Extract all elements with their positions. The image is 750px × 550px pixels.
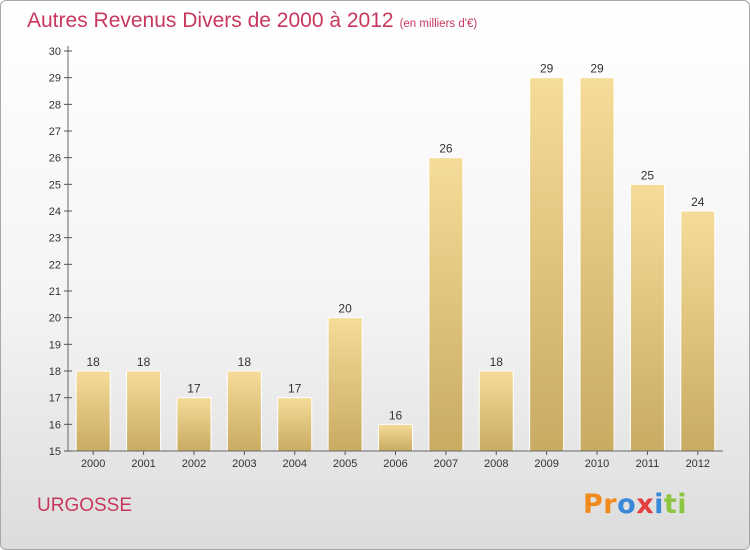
title-unit: (en milliers d'€) (399, 18, 478, 30)
bar-2001 (126, 370, 162, 452)
y-tick-label: 22 (49, 259, 61, 271)
x-tick-label: 2011 (636, 458, 660, 470)
data-label-2004: 17 (288, 382, 302, 396)
y-tick-label: 18 (49, 366, 61, 378)
data-label-2010: 29 (590, 62, 604, 76)
data-label-2008: 18 (490, 355, 504, 369)
bar-2003 (226, 370, 262, 452)
y-tick-label: 25 (49, 179, 61, 191)
bar-2005 (327, 317, 363, 452)
bar-2004 (277, 397, 313, 452)
x-tick-label: 2008 (484, 458, 508, 470)
y-tick-label: 16 (49, 419, 61, 431)
y-tick-label: 26 (49, 153, 61, 165)
place-name: URGOSSE (37, 495, 133, 516)
y-tick-label: 17 (49, 393, 61, 405)
y-tick-label: 23 (49, 233, 61, 245)
y-tick-label: 28 (49, 99, 61, 111)
y-tick-label: 20 (49, 313, 61, 325)
data-label-2000: 18 (87, 355, 101, 369)
chart-title: Autres Revenus Divers de 2000 à 2012 (en … (27, 9, 477, 33)
x-tick-label: 2001 (131, 458, 155, 470)
x-tick-label: 2005 (333, 458, 357, 470)
bar-2011 (629, 183, 665, 452)
logo-letter: o (617, 489, 637, 520)
logo-letter: t (663, 489, 678, 520)
x-tick-label: 2004 (282, 458, 306, 470)
y-tick-label: 15 (49, 446, 61, 458)
logo-letter: i (654, 489, 664, 520)
x-tick-label: 2010 (585, 458, 609, 470)
logo-letter: P (583, 489, 604, 520)
data-label-2006: 16 (389, 408, 403, 422)
data-label-2011: 25 (641, 168, 655, 182)
data-label-2001: 18 (137, 355, 151, 369)
bar-2006 (378, 423, 413, 452)
title-main: Autres Revenus Divers de 2000 à 2012 (27, 9, 394, 32)
data-label-2003: 18 (238, 355, 252, 369)
proxiti-logo: Proxiti (583, 489, 687, 520)
bar-2008 (478, 370, 514, 452)
logo-letter: i (677, 489, 688, 520)
bar-2000 (75, 370, 111, 452)
y-tick-label: 21 (49, 286, 61, 298)
bar-2009 (529, 77, 565, 452)
y-tick-label: 27 (49, 126, 61, 138)
data-label-2012: 24 (691, 195, 705, 209)
x-tick-label: 2000 (81, 458, 105, 470)
data-label-2002: 17 (187, 382, 201, 396)
bar-2010 (579, 77, 615, 452)
x-tick-label: 2003 (232, 458, 256, 470)
x-tick-label: 2012 (686, 458, 710, 470)
bar-2007 (428, 157, 464, 452)
x-tick-label: 2007 (434, 458, 458, 470)
bar-2002 (176, 397, 212, 452)
logo-letter: r (603, 489, 618, 520)
data-label-2007: 26 (439, 142, 453, 156)
y-tick-label: 24 (49, 206, 61, 218)
data-label-2005: 20 (338, 302, 352, 316)
logo-letter: x (636, 489, 655, 520)
bar-2012 (680, 210, 716, 452)
data-label-2009: 29 (540, 62, 554, 76)
x-tick-label: 2002 (182, 458, 206, 470)
x-tick-label: 2006 (383, 458, 407, 470)
y-tick-label: 29 (49, 73, 61, 85)
x-tick-label: 2009 (534, 458, 558, 470)
y-tick-label: 19 (49, 339, 61, 351)
y-tick-label: 30 (49, 46, 61, 58)
